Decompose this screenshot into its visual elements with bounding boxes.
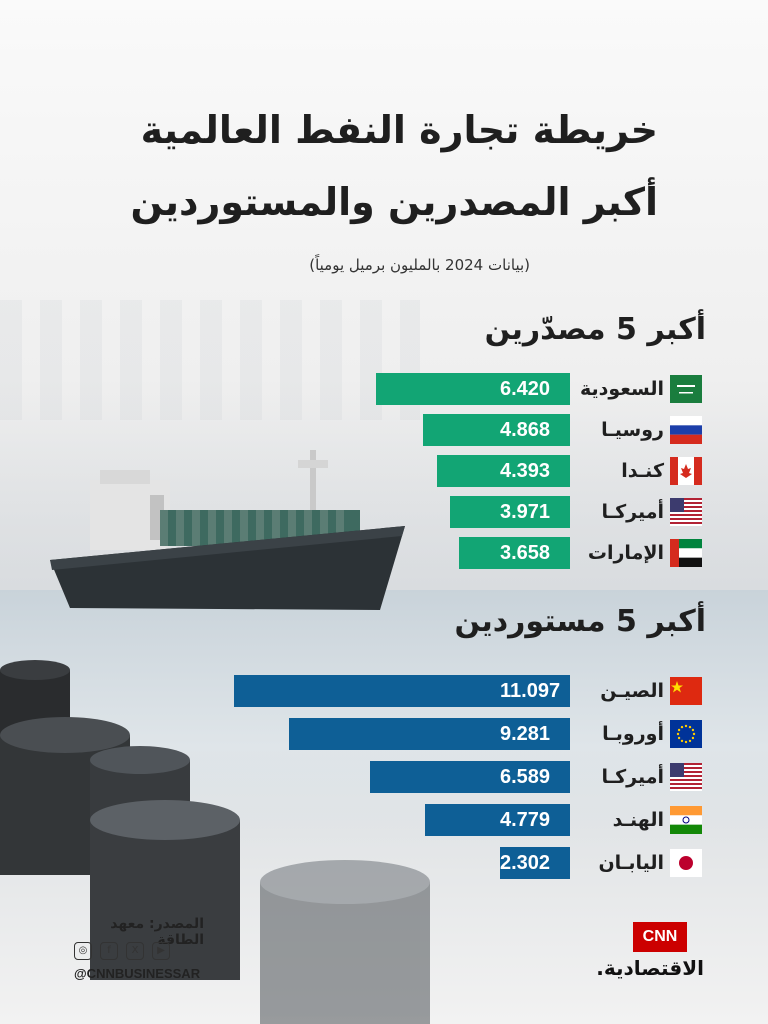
bar-value-label: 6.589 [500, 766, 551, 788]
bar-value-label: 4.868 [500, 419, 551, 441]
bar-3 [425, 804, 570, 836]
bar-value-label: 9.281 [500, 723, 551, 745]
importers-section-title: أكبر 5 مستوردين [454, 604, 707, 639]
country-label: أميركـا [601, 766, 664, 788]
bar-value-label: 3.971 [500, 501, 551, 523]
russia-flag [670, 416, 702, 444]
oil-barrels-illustration [0, 660, 430, 1024]
bar-4 [500, 847, 570, 879]
youtube-icon[interactable]: ▶ [152, 942, 170, 960]
bar-2 [370, 761, 570, 793]
bar-3 [450, 496, 570, 528]
country-label: أوروبـا [602, 723, 664, 745]
country-label: روسيـا [601, 419, 664, 441]
bar-value-label: 4.393 [500, 460, 551, 482]
cargo-ship-illustration [50, 450, 405, 610]
bar-value-label: 2.302 [500, 852, 551, 874]
bar-2 [437, 455, 570, 487]
bar-0 [376, 373, 570, 405]
saudi-arabia-flag [670, 375, 702, 403]
bar-4 [459, 537, 570, 569]
country-label: الإمارات [587, 542, 664, 564]
cnn-logo: CNN [633, 922, 687, 952]
instagram-icon[interactable]: ◎ [74, 942, 92, 960]
social-handle[interactable]: @CNNBUSINESSAR [74, 966, 201, 981]
canada-flag [670, 457, 702, 485]
usa-flag [670, 498, 702, 526]
brand-logo-text: الاقتصادية. [596, 956, 704, 980]
exporters-section-title: أكبر 5 مصدّرين [484, 312, 706, 347]
eu-flag [670, 720, 702, 748]
bar-0 [234, 675, 570, 707]
uae-flag [670, 539, 702, 567]
page-subtitle-title: أكبر المصدرين والمستوردين [130, 180, 658, 224]
country-label: الهنـد [612, 809, 664, 831]
bar-value-label: 3.658 [500, 542, 551, 564]
page-title: خريطة تجارة النفط العالمية [140, 108, 658, 152]
bar-value-label: 6.420 [500, 378, 551, 400]
facebook-icon[interactable]: f [100, 942, 118, 960]
x-icon[interactable]: X [126, 942, 144, 960]
country-label: اليابـان [598, 852, 664, 874]
india-flag [670, 806, 702, 834]
bar-value-label: 4.779 [500, 809, 551, 831]
country-label: الصيـن [600, 680, 664, 702]
china-flag [670, 677, 702, 705]
country-label: أميركـا [601, 501, 664, 523]
country-label: كنـدا [621, 460, 664, 482]
usa-flag [670, 763, 702, 791]
country-label: السعودية [579, 378, 664, 400]
japan-flag [670, 849, 702, 877]
units-note: (بيانات 2024 بالمليون برميل يومياً) [309, 256, 530, 274]
bar-value-label: 11.097 [500, 680, 561, 702]
bar-1 [423, 414, 570, 446]
bar-1 [289, 718, 570, 750]
